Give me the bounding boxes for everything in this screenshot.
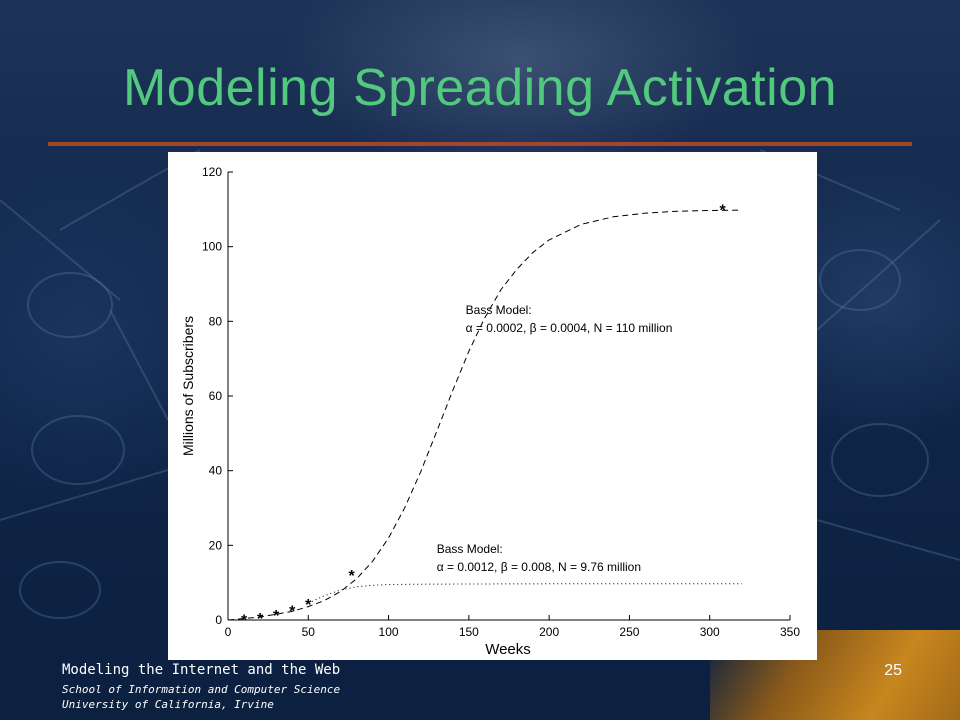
observed-point: * [241,612,248,629]
chart-lines [227,209,742,621]
annotation-heading: Bass Model: [466,303,532,317]
x-axis-label: Weeks [485,641,531,658]
y-tick-label: 20 [209,538,223,552]
observed-point: * [719,202,726,219]
observed-point: * [305,597,312,614]
y-axis-ticks: 0 20 40 60 80 100 120 [202,165,233,627]
chart-axes [227,172,790,621]
observed-point: * [289,604,296,621]
observed-point: * [273,608,280,625]
y-tick-label: 120 [202,165,222,179]
x-tick-label: 250 [619,625,639,639]
footer-school: School of Information and Computer Scien… [62,683,341,696]
y-tick-label: 60 [209,389,223,403]
y-tick-label: 80 [209,314,223,328]
slide-title: Modeling Spreading Activation [122,59,838,117]
chart-panel: 0 50 100 150 200 250 300 350 0 20 40 60 80 100 120 * *… [168,152,817,660]
y-axis-label: Millions of Subscribers [180,316,196,456]
annotation-params: α = 0.0012, β = 0.008, N = 9.76 million [437,560,641,574]
page-number: 25 [884,662,902,679]
chart-annotations: Bass Model: α = 0.0002, β = 0.0004, N = 1… [437,303,673,574]
x-tick-label: 200 [539,625,559,639]
bass-curve-large [227,209,742,621]
title-divider [48,142,912,146]
observed-point: * [349,568,356,585]
x-tick-label: 150 [459,625,479,639]
x-tick-label: 50 [302,625,316,639]
bass-curve-small [308,583,742,604]
y-tick-label: 100 [202,240,222,254]
x-axis-ticks: 0 50 100 150 200 250 300 350 [225,615,800,639]
annotation-params: α = 0.0002, β = 0.0004, N = 110 million [466,321,673,335]
footer-university: University of California, Irvine [62,698,274,711]
x-tick-label: 0 [225,625,232,639]
x-tick-label: 100 [379,625,399,639]
y-tick-label: 40 [209,464,223,478]
x-tick-label: 300 [700,625,720,639]
annotation-heading: Bass Model: [437,542,503,556]
observed-point: * [257,611,264,628]
observed-markers: * * * * * * * [241,202,727,629]
x-tick-label: 350 [780,625,800,639]
footer-course-title: Modeling the Internet and the Web [62,662,341,678]
y-tick-label: 0 [215,613,222,627]
